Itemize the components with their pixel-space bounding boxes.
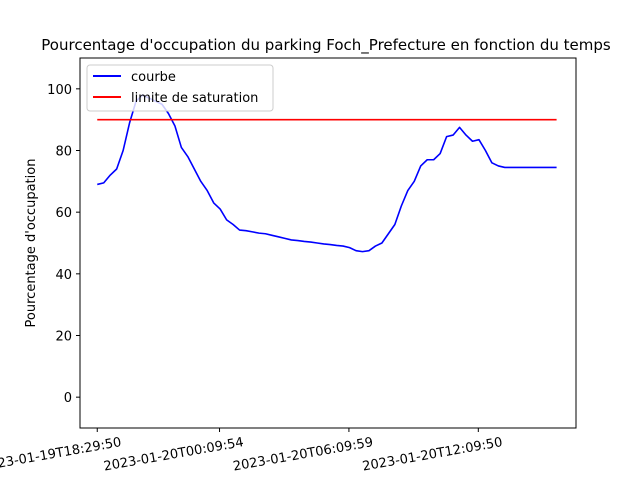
chart-title: Pourcentage d'occupation du parking Foch… [41,36,611,55]
series-line-courbe [97,94,557,253]
legend-box [86,64,274,112]
y-axis-label: Pourcentage d'occupation [24,159,39,328]
y-axis-ticks: 0 20 40 60 80 100 [47,83,80,406]
legend-label-courbe: courbe [131,70,176,85]
legend-label-limite: limite de saturation [131,91,258,106]
y-tick-label: 40 [55,268,72,283]
y-tick-label: 80 [55,145,72,160]
y-tick-label: 20 [55,330,72,345]
y-tick-label: 0 [64,391,72,406]
series-layer [97,94,557,253]
y-tick-label: 100 [47,83,72,98]
legend: courbe limite de saturation [86,64,274,112]
y-tick-label: 60 [55,206,72,221]
plot-frame [79,57,577,429]
